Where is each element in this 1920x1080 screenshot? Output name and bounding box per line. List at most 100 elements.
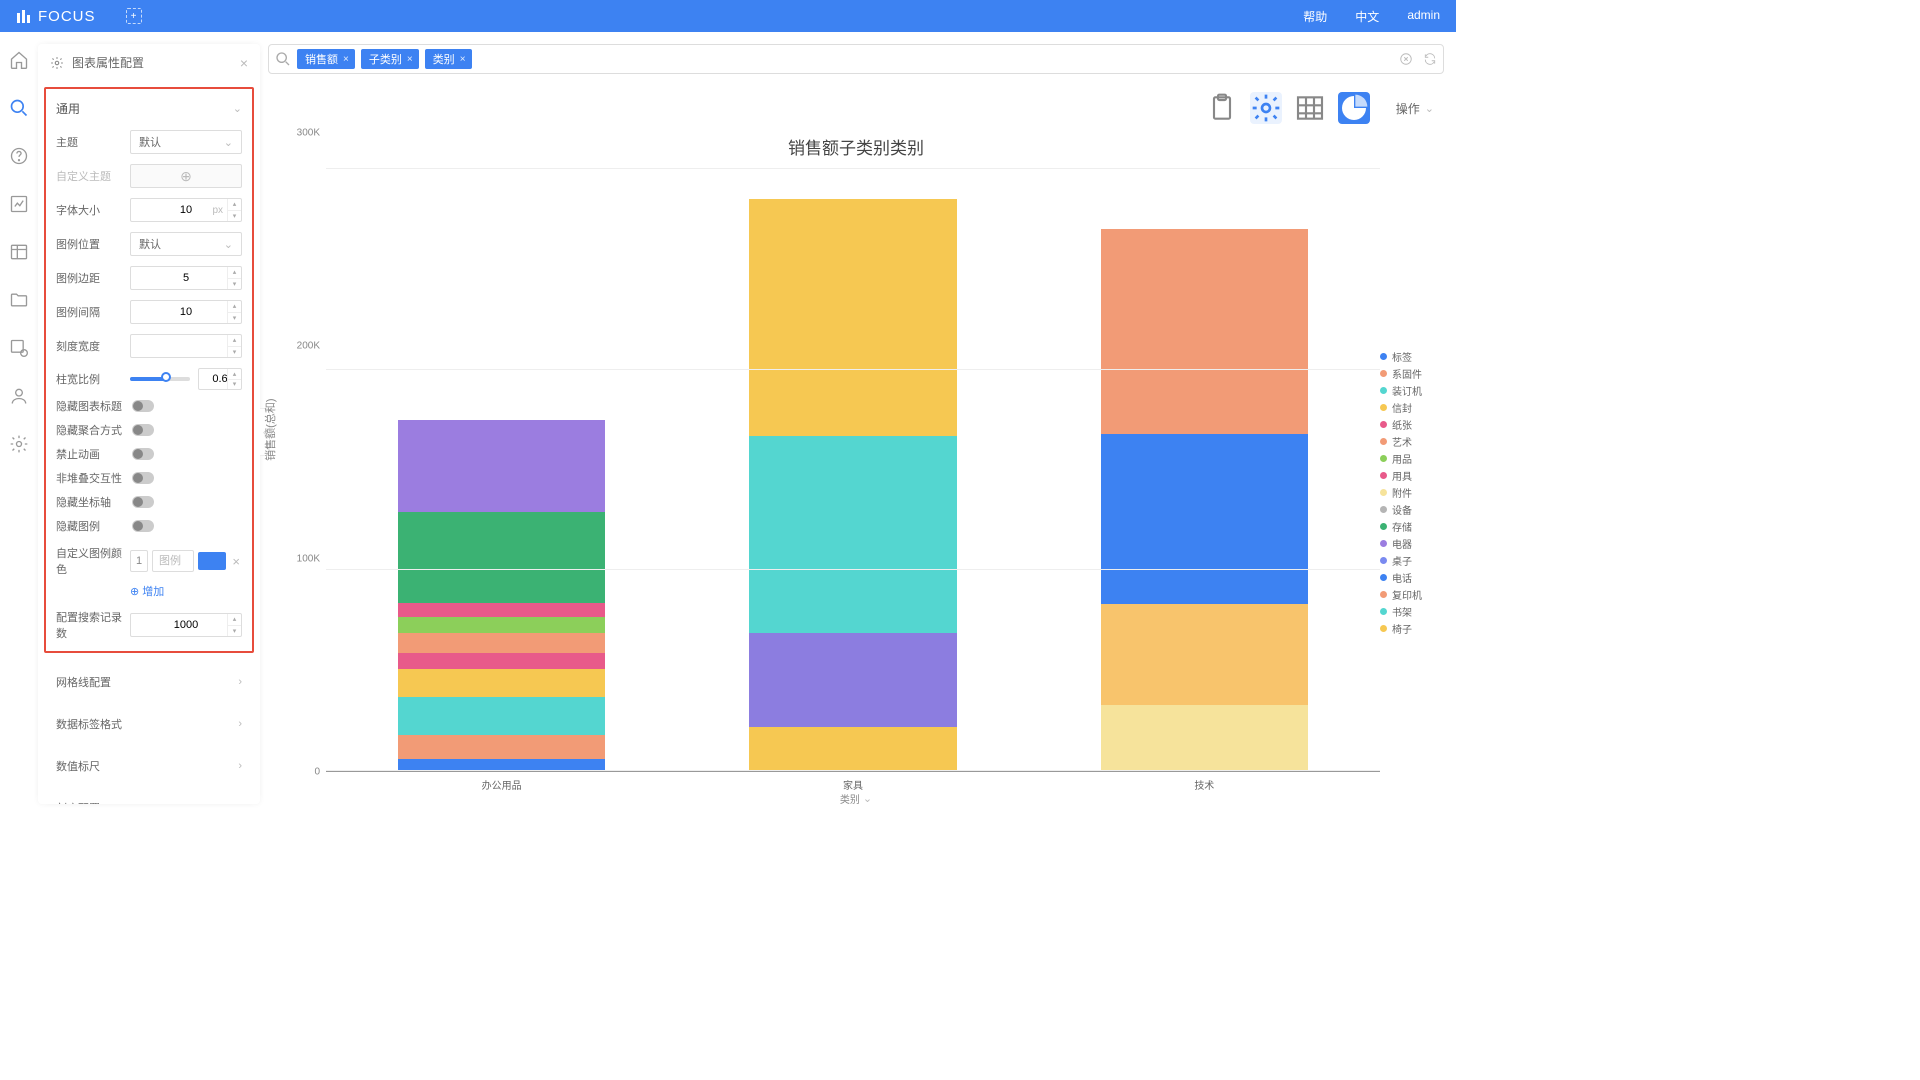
hide-legend-toggle[interactable] <box>132 520 154 532</box>
legend-color-swatch[interactable] <box>198 552 226 570</box>
legend-item[interactable]: 系固件 <box>1380 366 1444 381</box>
legend-item[interactable]: 存储 <box>1380 519 1444 534</box>
stacked-bar[interactable] <box>749 169 956 771</box>
remove-legend-icon[interactable]: × <box>230 554 242 569</box>
bar-segment[interactable] <box>1101 604 1308 704</box>
fontsize-label: 字体大小 <box>56 202 122 218</box>
legendmargin-input[interactable]: ▴▾ <box>130 266 242 290</box>
bar-segment[interactable] <box>398 653 605 669</box>
close-icon[interactable]: × <box>240 55 248 71</box>
bar-segment[interactable] <box>398 697 605 735</box>
lang-link[interactable]: 中文 <box>1355 8 1379 25</box>
legend-item[interactable]: 用具 <box>1380 468 1444 483</box>
legend-item[interactable]: 复印机 <box>1380 587 1444 602</box>
bar-segment[interactable] <box>398 603 605 617</box>
legend-item[interactable]: 纸张 <box>1380 417 1444 432</box>
tickwidth-input[interactable]: ▴▾ <box>130 334 242 358</box>
custom-legend-color-label: 自定义图例颜色 <box>56 542 122 577</box>
table-view-icon[interactable] <box>1294 92 1326 124</box>
grid-section[interactable]: 网格线配置› <box>54 667 244 697</box>
hide-axis-toggle[interactable] <box>132 496 154 508</box>
barratio-value[interactable]: ▴▾ <box>198 368 242 390</box>
add-button[interactable]: + <box>126 8 142 24</box>
chart-view-icon[interactable] <box>1338 92 1370 124</box>
record-count-input[interactable]: ▴▾ <box>130 613 242 637</box>
search-tag[interactable]: 子类别 × <box>361 49 419 69</box>
bar-segment[interactable] <box>398 735 605 759</box>
barratio-slider[interactable] <box>130 377 190 381</box>
legend-item[interactable]: 标签 <box>1380 349 1444 364</box>
search-tag[interactable]: 类别 × <box>425 49 472 69</box>
refresh-icon[interactable] <box>1423 52 1437 66</box>
bar-segment[interactable] <box>398 633 605 653</box>
search-tags: 销售额 × 子类别 × 类别 × <box>297 49 472 69</box>
help-link[interactable]: 帮助 <box>1303 8 1327 25</box>
x-category-label: 办公用品 <box>482 777 522 792</box>
datalabel-section[interactable]: 数据标签格式› <box>54 709 244 739</box>
hide-agg-toggle[interactable] <box>132 424 154 436</box>
nav-rail <box>0 32 38 816</box>
legend-item[interactable]: 附件 <box>1380 485 1444 500</box>
gear-icon <box>50 56 64 70</box>
bar-segment[interactable] <box>398 420 605 512</box>
legend-item[interactable]: 艺术 <box>1380 434 1444 449</box>
bar-segment[interactable] <box>1101 434 1308 605</box>
brand-text: FOCUS <box>38 8 96 25</box>
chart-nav-icon[interactable] <box>9 194 29 214</box>
action-dropdown[interactable]: 操作⌄ <box>1396 100 1434 117</box>
stacked-bar[interactable] <box>1101 169 1308 771</box>
legend-item[interactable]: 椅子 <box>1380 621 1444 636</box>
valueruler-section[interactable]: 数值标尺› <box>54 751 244 781</box>
bar-segment[interactable] <box>749 633 956 727</box>
bar-segment[interactable] <box>1101 705 1308 771</box>
tag-remove-icon[interactable]: × <box>460 54 466 65</box>
legend-item[interactable]: 书架 <box>1380 604 1444 619</box>
help-icon[interactable] <box>9 146 29 166</box>
non-stack-toggle[interactable] <box>132 472 154 484</box>
bar-segment[interactable] <box>398 669 605 697</box>
legend-item[interactable]: 电器 <box>1380 536 1444 551</box>
hide-title-label: 隐藏图表标题 <box>56 398 122 414</box>
settings-nav-icon[interactable] <box>9 434 29 454</box>
search-nav-icon[interactable] <box>9 98 29 118</box>
theme-select[interactable]: 默认⌄ <box>130 130 242 154</box>
user-icon[interactable] <box>9 386 29 406</box>
bar-segment[interactable] <box>1101 229 1308 434</box>
legend-item[interactable]: 桌子 <box>1380 553 1444 568</box>
add-theme-button[interactable]: ⊕ <box>130 164 242 188</box>
bar-segment[interactable] <box>398 617 605 633</box>
hide-title-toggle[interactable] <box>132 400 154 412</box>
tag-remove-icon[interactable]: × <box>407 54 413 65</box>
hide-legend-label: 隐藏图例 <box>56 518 122 534</box>
chart-title: 销售额子类别类别 <box>268 134 1444 159</box>
table-nav-icon[interactable] <box>9 242 29 262</box>
legend-item[interactable]: 信封 <box>1380 400 1444 415</box>
user-link[interactable]: admin <box>1407 8 1440 25</box>
legendgap-input[interactable]: ▴▾ <box>130 300 242 324</box>
stacked-bar[interactable] <box>398 169 605 771</box>
data-config-icon[interactable] <box>9 338 29 358</box>
general-section-header[interactable]: 通用 ⌄ <box>56 97 242 120</box>
bar-segment[interactable] <box>749 436 956 633</box>
bar-segment[interactable] <box>749 727 956 771</box>
legendpos-select[interactable]: 默认⌄ <box>130 232 242 256</box>
folder-icon[interactable] <box>9 290 29 310</box>
tag-remove-icon[interactable]: × <box>343 54 349 65</box>
legend-item[interactable]: 设备 <box>1380 502 1444 517</box>
search-tag[interactable]: 销售额 × <box>297 49 355 69</box>
clear-search-icon[interactable] <box>1399 52 1413 66</box>
legend-item[interactable]: 装订机 <box>1380 383 1444 398</box>
home-icon[interactable] <box>9 50 29 70</box>
legend-item[interactable]: 用品 <box>1380 451 1444 466</box>
clipboard-icon[interactable] <box>1206 92 1238 124</box>
no-anim-toggle[interactable] <box>132 448 154 460</box>
app-logo: FOCUS <box>16 8 96 25</box>
fontsize-input[interactable]: px▴▾ <box>130 198 242 222</box>
settings-tool-icon[interactable] <box>1250 92 1282 124</box>
legend-item[interactable]: 电话 <box>1380 570 1444 585</box>
add-legend-link[interactable]: ⊕ 增加 <box>130 583 164 599</box>
bar-segment[interactable] <box>749 199 956 436</box>
scalecfg-section[interactable]: 刻度配置› <box>54 793 244 804</box>
bar-segment[interactable] <box>398 512 605 602</box>
legend-placeholder[interactable]: 图例 <box>152 550 194 572</box>
